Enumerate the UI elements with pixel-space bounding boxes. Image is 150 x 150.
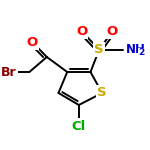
Text: S: S (97, 87, 107, 99)
Text: 2: 2 (138, 48, 144, 57)
Text: Cl: Cl (72, 120, 86, 132)
Text: NH: NH (125, 43, 145, 56)
Text: O: O (107, 25, 118, 38)
Text: Br: Br (1, 66, 17, 78)
Text: S: S (94, 43, 104, 56)
Text: O: O (76, 25, 87, 38)
Text: O: O (27, 36, 38, 48)
